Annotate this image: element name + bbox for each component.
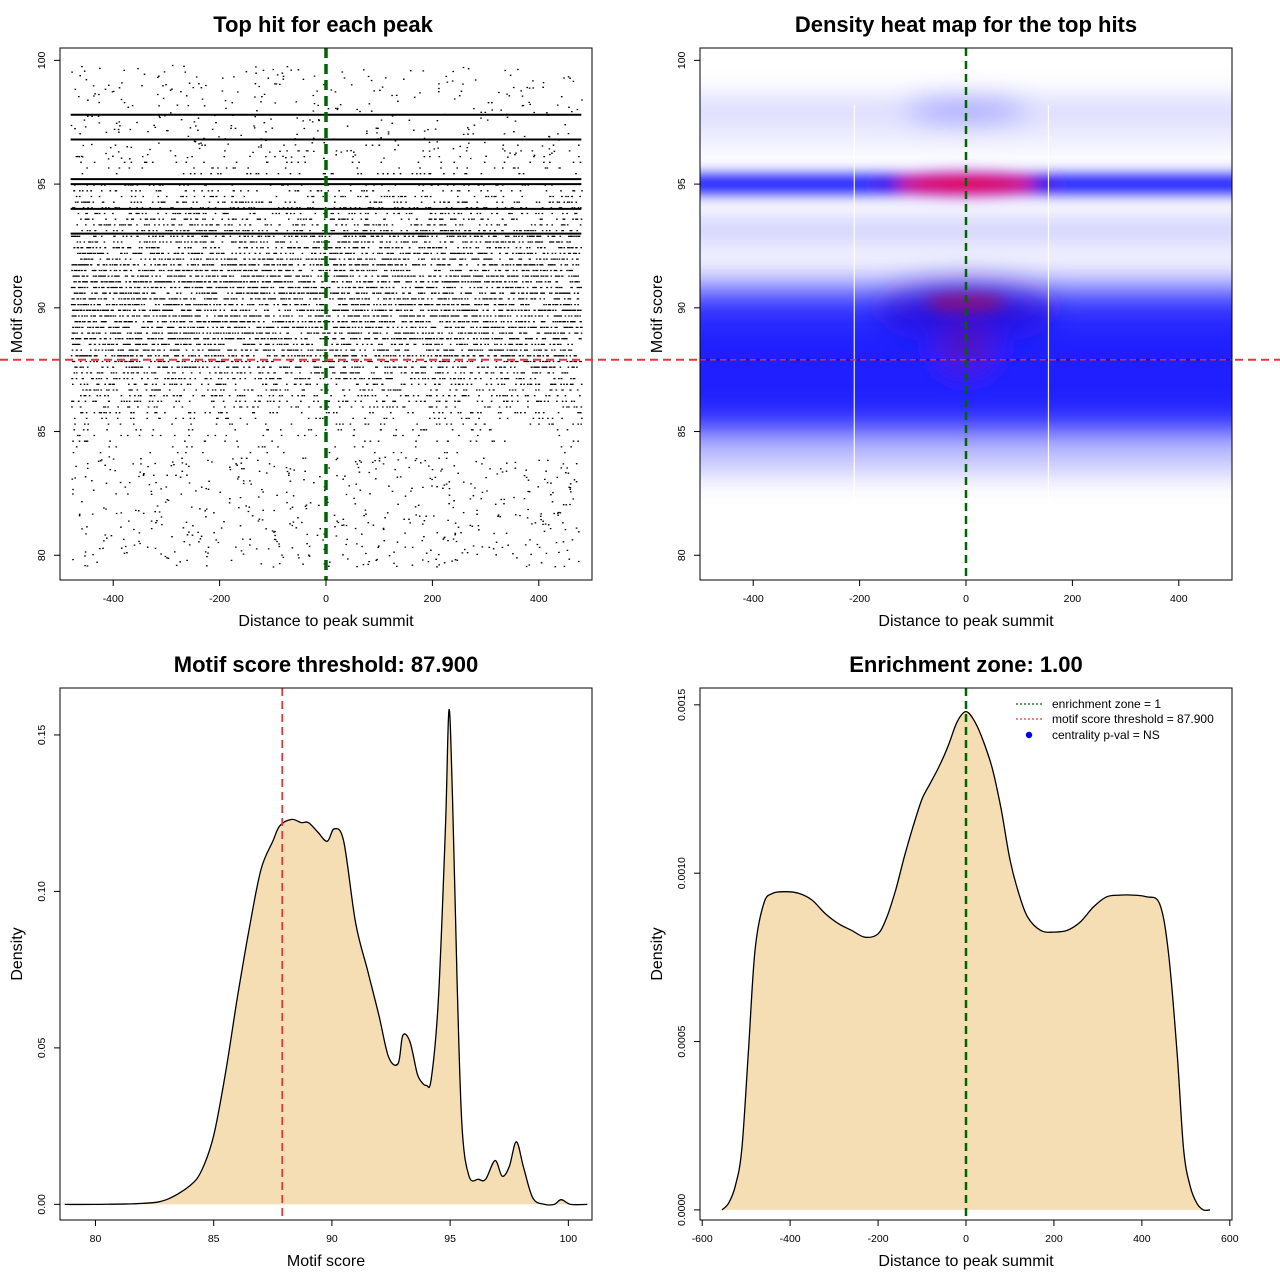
y-tick-label: 95: [36, 178, 48, 190]
score-density-panel: Motif score threshold: 87.900 80 85 90 95 10…: [9, 652, 593, 1270]
heatmap-density: [700, 99, 1232, 506]
scatter-title: Top hit for each peak: [213, 12, 433, 37]
score-density-y-axis: 0.00 0.05 0.10 0.15: [36, 725, 60, 1215]
scatter-y-label: Motif score: [9, 275, 26, 353]
scatter-points: [70, 64, 583, 568]
score-density-y-label: Density: [9, 927, 26, 980]
y-tick-label: 0.0010: [676, 857, 688, 889]
x-tick-label: 100: [560, 1233, 578, 1245]
heatmap-panel: Density heat map for the top hits -400 -2…: [649, 12, 1233, 630]
y-tick-label: 85: [36, 426, 48, 438]
x-tick-label: 80: [90, 1233, 102, 1245]
x-tick-label: -400: [743, 593, 764, 605]
y-tick-label: 90: [36, 302, 48, 314]
x-tick-label: 600: [1221, 1233, 1239, 1245]
legend-enrichment-label: enrichment zone = 1: [1052, 697, 1161, 711]
y-tick-label: 100: [676, 51, 688, 69]
score-density-plot-frame: [59, 687, 593, 1221]
heatmap-band: [700, 129, 1232, 145]
scatter-panel: Top hit for each peak -400 -200 0 200 400 80…: [0, 12, 1280, 630]
y-tick-label: 90: [676, 302, 688, 314]
score-density-plot: [64, 688, 588, 1220]
y-tick-label: 0.15: [36, 725, 48, 746]
heatmap-x-axis: -400 -200 0 200 400: [743, 580, 1188, 605]
distance-density-x-axis: -600 -400 -200 0 200 400 600: [692, 1220, 1239, 1245]
x-tick-label: 200: [424, 593, 442, 605]
x-tick-label: 90: [326, 1233, 338, 1245]
heatmap-hotspot: [906, 99, 1026, 120]
distance-density-plot: [721, 688, 1211, 1220]
heatmap-x-label: Distance to peak summit: [878, 613, 1054, 630]
y-tick-label: 80: [36, 549, 48, 561]
heatmap-overlay: [700, 48, 1232, 580]
scatter-point-cloud: [70, 64, 583, 568]
score-density-line: [64, 709, 588, 1206]
scatter-y-axis: 80 85 90 95 100: [36, 51, 60, 561]
x-tick-label: 200: [1045, 1233, 1063, 1245]
y-tick-label: 0.0015: [676, 689, 688, 721]
heatmap-y-label: Motif score: [649, 275, 666, 353]
y-tick-label: 80: [676, 549, 688, 561]
x-tick-label: 0: [963, 1233, 969, 1245]
y-tick-label: 85: [676, 426, 688, 438]
y-tick-label: 0.00: [36, 1194, 48, 1215]
distance-density-title: Enrichment zone: 1.00: [849, 652, 1083, 677]
x-tick-label: -600: [692, 1233, 713, 1245]
score-density-x-label: Motif score: [287, 1253, 365, 1270]
legend-pval-label: centrality p-val = NS: [1052, 728, 1160, 742]
scatter-x-label: Distance to peak summit: [238, 613, 414, 630]
x-tick-label: 400: [530, 593, 548, 605]
x-tick-label: -400: [780, 1233, 801, 1245]
y-tick-label: 100: [36, 51, 48, 69]
heatmap-title: Density heat map for the top hits: [795, 12, 1137, 37]
x-tick-label: 0: [963, 593, 969, 605]
x-tick-label: 400: [1170, 593, 1188, 605]
distance-density-x-label: Distance to peak summit: [878, 1253, 1054, 1270]
legend: enrichment zone = 1 motif score threshol…: [1016, 697, 1214, 742]
scatter-x-axis: -400 -200 0 200 400: [103, 580, 548, 605]
legend-pval-key: [1025, 731, 1033, 739]
legend-threshold-label: motif score threshold = 87.900: [1052, 712, 1214, 726]
x-tick-label: -400: [103, 593, 124, 605]
y-tick-label: 0.10: [36, 881, 48, 902]
distance-density-line: [721, 710, 1211, 1212]
y-tick-label: 0.05: [36, 1038, 48, 1059]
x-tick-label: 0: [323, 593, 329, 605]
heatmap-y-axis: 80 85 90 95 100: [676, 51, 700, 561]
y-tick-label: 0.0000: [676, 1194, 688, 1226]
score-density-title: Motif score threshold: 87.900: [174, 652, 478, 677]
distance-density-panel: Enrichment zone: 1.00 -600 -400 -200 0 200 40…: [649, 652, 1239, 1270]
distance-density-y-axis: 0.0000 0.0005 0.0010 0.0015: [676, 689, 700, 1226]
score-density-fill: [64, 709, 588, 1206]
x-tick-label: -200: [868, 1233, 889, 1245]
y-tick-label: 95: [676, 178, 688, 190]
x-tick-label: 200: [1064, 593, 1082, 605]
x-tick-label: 400: [1133, 1233, 1151, 1245]
distance-density-fill: [722, 711, 1210, 1211]
score-density-x-axis: 80 85 90 95 100: [90, 1220, 578, 1245]
x-tick-label: 95: [444, 1233, 456, 1245]
x-tick-label: -200: [209, 593, 230, 605]
distance-density-y-label: Density: [649, 927, 666, 980]
y-tick-label: 0.0005: [676, 1025, 688, 1057]
x-tick-label: 85: [208, 1233, 220, 1245]
x-tick-label: -200: [849, 593, 870, 605]
